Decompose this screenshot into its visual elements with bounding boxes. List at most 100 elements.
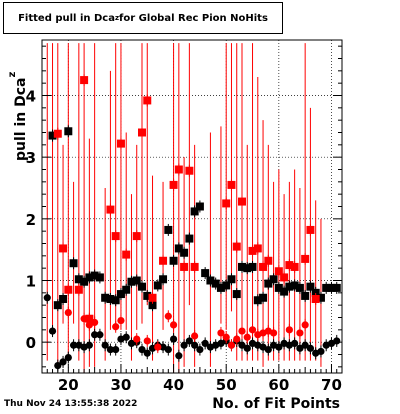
data-point-square: [274, 267, 283, 276]
data-point-circle: [191, 332, 199, 340]
footer-timestamp: Thu Nov 24 13:55:38 2022: [4, 399, 138, 409]
data-point-circle: [285, 326, 293, 334]
data-point-circle: [43, 294, 51, 302]
data-point-square: [248, 246, 257, 255]
data-point-square: [301, 254, 310, 263]
data-point-square: [327, 283, 336, 292]
data-point-square: [95, 273, 104, 282]
x-tick-label: 70: [321, 376, 342, 394]
data-point-circle: [59, 358, 67, 366]
data-point-circle: [164, 345, 172, 354]
data-point-square: [290, 281, 299, 290]
data-point-circle: [91, 331, 99, 339]
data-point-square: [159, 256, 168, 265]
data-point-square: [53, 301, 62, 310]
data-point-circle: [138, 345, 146, 354]
data-point-square: [148, 293, 157, 302]
data-point-square: [264, 256, 273, 265]
data-point-square: [295, 283, 304, 292]
data-point-square: [206, 276, 215, 285]
data-point-circle: [143, 349, 151, 357]
data-point-square: [285, 282, 294, 291]
data-point-square: [80, 76, 89, 85]
data-point-circle: [117, 316, 125, 325]
data-point-circle: [80, 315, 88, 323]
data-point-circle: [291, 339, 299, 347]
data-point-circle: [91, 318, 99, 327]
data-point-square: [122, 285, 131, 294]
data-point-square: [74, 275, 83, 284]
data-point-circle: [106, 345, 115, 354]
data-point-circle: [238, 341, 246, 349]
data-point-square: [153, 281, 162, 290]
data-point-square: [195, 202, 204, 211]
data-point-square: [106, 205, 115, 214]
data-point-circle: [269, 329, 278, 337]
data-point-circle: [64, 353, 72, 362]
data-point-square: [269, 275, 278, 284]
data-point-square: [132, 232, 141, 241]
data-point-square: [259, 293, 268, 302]
data-point-circle: [301, 341, 309, 349]
data-point-square: [280, 273, 289, 282]
data-point-square: [159, 275, 168, 284]
data-point-square: [232, 242, 241, 251]
data-point-square: [201, 269, 210, 278]
data-point-square: [132, 276, 141, 285]
data-point-circle: [154, 343, 162, 351]
y-axis-label-sub: z: [7, 71, 18, 78]
data-point-square: [248, 262, 257, 271]
data-point-square: [138, 282, 146, 291]
x-axis-label: No. of Fit Points: [212, 396, 340, 412]
tick-labels: 20 30 40 50 60 70 0 1 2 3 4: [26, 88, 342, 395]
data-point-square: [85, 314, 94, 323]
data-point-square: [274, 283, 283, 292]
data-point-circle: [238, 327, 246, 335]
y-axis-label-main: pull in Dca: [13, 77, 29, 161]
data-point-circle: [64, 308, 72, 317]
data-point-square: [301, 291, 310, 300]
data-point-square: [311, 288, 320, 297]
data-point-square: [227, 275, 236, 284]
data-point-square: [111, 296, 120, 305]
data-point-square: [227, 180, 236, 189]
data-point-square: [185, 234, 194, 243]
data-point-square: [116, 139, 125, 148]
data-point-square: [59, 244, 68, 253]
data-point-circle: [264, 345, 272, 354]
data-point-square: [259, 262, 268, 271]
data-point-circle: [96, 331, 104, 339]
data-point-square: [322, 283, 331, 292]
data-point-square: [332, 283, 341, 292]
data-point-circle: [112, 345, 120, 354]
data-point-square: [174, 165, 183, 174]
data-point-circle: [233, 335, 241, 343]
data-point-square: [69, 259, 78, 268]
data-point-circle: [185, 337, 193, 345]
data-point-circle: [169, 321, 178, 329]
y-tick-label: 1: [26, 273, 36, 291]
data-point-square: [306, 282, 315, 291]
data-point-square: [148, 301, 157, 310]
data-point-circle: [169, 335, 178, 343]
chart-title-sub: z: [114, 14, 120, 22]
data-point-square: [48, 131, 57, 140]
data-markers: [43, 74, 341, 372]
data-point-square: [74, 285, 83, 294]
data-point-circle: [54, 362, 62, 370]
data-point-circle: [69, 341, 78, 349]
data-point-square: [190, 262, 199, 271]
data-point-square: [180, 262, 189, 271]
data-point-circle: [243, 344, 251, 352]
data-point-square: [253, 296, 262, 305]
data-point-circle: [306, 344, 315, 352]
x-tick-label: 30: [111, 376, 132, 394]
data-point-square: [174, 244, 183, 253]
y-tick-label: 0: [26, 334, 36, 352]
data-point-square: [280, 287, 289, 296]
data-point-circle: [143, 337, 151, 345]
data-point-circle: [48, 327, 57, 335]
data-point-square: [64, 285, 73, 294]
data-point-square: [285, 261, 294, 270]
